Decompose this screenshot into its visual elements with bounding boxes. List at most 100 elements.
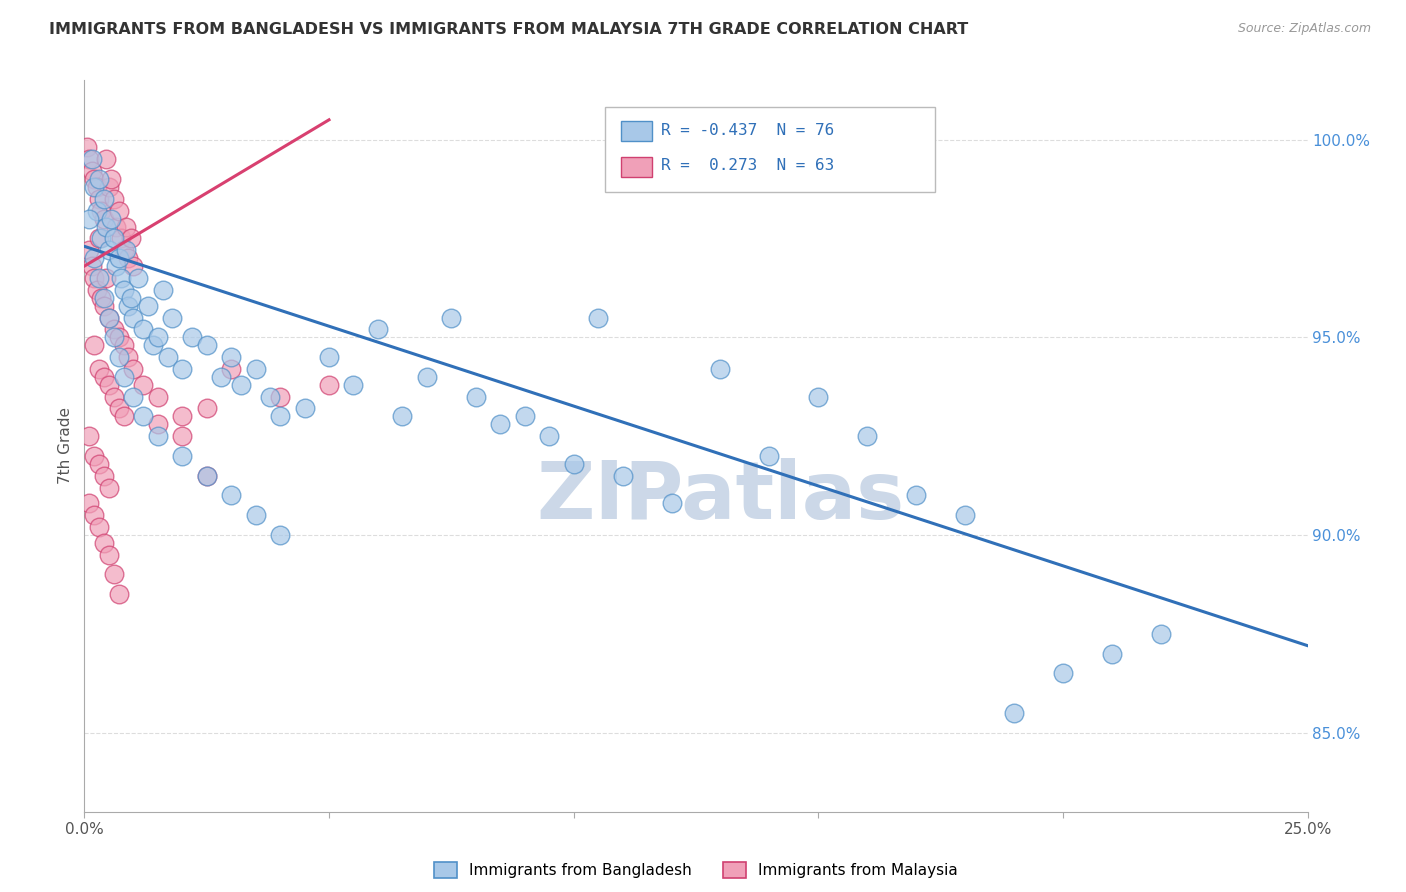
Point: [146, 417, 169, 432]
Point: [107, 401, 129, 416]
Point: [93, 369, 115, 384]
Point: [146, 429, 169, 443]
Point: [103, 322, 125, 336]
Text: Source: ZipAtlas.com: Source: ZipAtlas.com: [1237, 22, 1371, 36]
Text: R =  0.273  N = 63: R = 0.273 N = 63: [661, 159, 834, 173]
Point: [93, 211, 115, 226]
Point: [195, 468, 218, 483]
Point: [77, 244, 100, 258]
Point: [115, 244, 138, 258]
Point: [97, 244, 120, 258]
Point: [152, 283, 174, 297]
Point: [93, 192, 115, 206]
Point: [586, 310, 609, 325]
Point: [112, 244, 135, 258]
Point: [136, 299, 159, 313]
Point: [76, 140, 98, 154]
Text: IMMIGRANTS FROM BANGLADESH VS IMMIGRANTS FROM MALAYSIA 7TH GRADE CORRELATION CHA: IMMIGRANTS FROM BANGLADESH VS IMMIGRANTS…: [49, 22, 969, 37]
Point: [105, 219, 128, 234]
Point: [93, 299, 115, 313]
Point: [97, 377, 120, 392]
Point: [195, 468, 218, 483]
Point: [97, 548, 120, 562]
Point: [219, 488, 242, 502]
Point: [132, 322, 155, 336]
Point: [807, 390, 830, 404]
Point: [112, 409, 135, 424]
Point: [110, 231, 132, 245]
Point: [489, 417, 512, 432]
Point: [513, 409, 536, 424]
Point: [661, 496, 683, 510]
Point: [562, 457, 585, 471]
Point: [100, 211, 122, 226]
Point: [259, 390, 281, 404]
Point: [90, 203, 112, 218]
Point: [87, 271, 110, 285]
Point: [181, 330, 204, 344]
Point: [146, 330, 169, 344]
Point: [97, 310, 120, 325]
Point: [112, 283, 135, 297]
Point: [195, 401, 218, 416]
Point: [127, 271, 149, 285]
Point: [103, 567, 125, 582]
Point: [107, 203, 129, 218]
Point: [115, 219, 138, 234]
Point: [416, 369, 439, 384]
Point: [1150, 627, 1173, 641]
Point: [464, 390, 486, 404]
Point: [1052, 666, 1074, 681]
Point: [120, 231, 142, 245]
Point: [132, 377, 155, 392]
Point: [83, 180, 105, 194]
Point: [103, 390, 125, 404]
Point: [440, 310, 463, 325]
Point: [953, 508, 976, 523]
Point: [80, 164, 103, 178]
Point: [86, 180, 108, 194]
Point: [87, 231, 110, 245]
Point: [229, 377, 252, 392]
Point: [80, 153, 103, 167]
Point: [117, 299, 139, 313]
Point: [856, 429, 879, 443]
Point: [709, 362, 731, 376]
Point: [103, 231, 125, 245]
Point: [97, 180, 120, 194]
Y-axis label: 7th Grade: 7th Grade: [58, 408, 73, 484]
Point: [318, 350, 340, 364]
Point: [107, 587, 129, 601]
Point: [96, 153, 118, 167]
Point: [93, 468, 115, 483]
Point: [77, 211, 100, 226]
Point: [83, 172, 105, 186]
Point: [122, 259, 145, 273]
Point: [97, 481, 120, 495]
Point: [112, 369, 135, 384]
Point: [318, 377, 340, 392]
Point: [77, 153, 100, 167]
Point: [195, 338, 218, 352]
Point: [758, 449, 780, 463]
Point: [269, 528, 291, 542]
Point: [83, 338, 105, 352]
Point: [117, 251, 139, 265]
Point: [90, 291, 112, 305]
Point: [905, 488, 928, 502]
Point: [269, 390, 291, 404]
Text: R = -0.437  N = 76: R = -0.437 N = 76: [661, 123, 834, 137]
Point: [1101, 647, 1123, 661]
Point: [87, 362, 110, 376]
Point: [86, 283, 108, 297]
Point: [162, 310, 184, 325]
Point: [219, 350, 242, 364]
Point: [97, 310, 120, 325]
Point: [117, 350, 139, 364]
Point: [172, 429, 194, 443]
Point: [391, 409, 413, 424]
Point: [172, 449, 194, 463]
Point: [93, 536, 115, 550]
Point: [172, 362, 194, 376]
Point: [93, 291, 115, 305]
